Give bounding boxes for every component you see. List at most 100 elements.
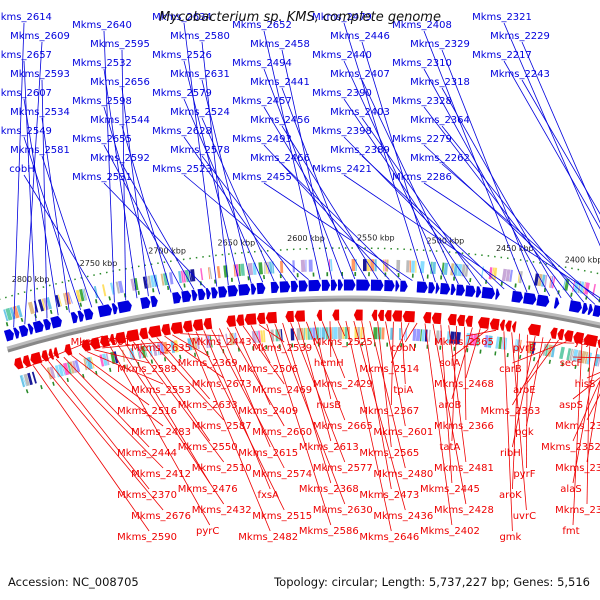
reverse-leader-line: [512, 333, 520, 490]
forward-leader-line: [263, 106, 367, 280]
forward-cog-bar: [564, 278, 570, 291]
reverse-gene-label: tatA: [439, 442, 460, 453]
forward-leader-line: [183, 174, 309, 281]
reverse-leader-line: [55, 358, 164, 469]
reverse-leader-line: [250, 325, 271, 364]
forward-gene-arrow: [450, 283, 456, 295]
forward-gene-arrow: [330, 279, 338, 291]
forward-gene-arrow: [440, 282, 451, 295]
reverse-gene-label: yajC: [574, 337, 596, 348]
reverse-gene-arrow: [557, 328, 565, 341]
forward-gene-label: Mkms_2421: [312, 164, 372, 175]
reverse-leader-line: [465, 328, 481, 379]
forward-gene-label: Mkms_2217: [472, 50, 532, 61]
forward-cog-bar: [109, 282, 115, 295]
forward-gene-arrow: [428, 282, 436, 294]
forward-gene-arrow: [384, 280, 395, 292]
reverse-leader-line: [148, 338, 224, 421]
forward-cog-bar: [55, 294, 61, 308]
reverse-cog-bar: [58, 364, 64, 377]
forward-gene-label: Mkms_2456: [250, 115, 310, 126]
reverse-leader-line: [242, 325, 285, 385]
forward-leader-line: [361, 117, 482, 287]
forward-gene-label: Mkms_2580: [170, 31, 230, 42]
reverse-leader-line: [345, 320, 392, 532]
reverse-gene-arrow: [511, 321, 517, 333]
forward-gene-arrow: [97, 304, 112, 318]
reverse-gene-arrow: [244, 313, 257, 326]
reverse-cog-bar: [547, 344, 553, 357]
reverse-gene-label: Mkms_2615: [238, 448, 298, 459]
reverse-gene-label: Mkms_2444: [117, 448, 177, 459]
kbp-label: 2500 kbp: [427, 237, 465, 246]
forward-gene-arrow: [150, 295, 158, 308]
forward-gene-arrow: [181, 290, 192, 303]
forward-gene-label: Mkms_2607: [0, 88, 52, 99]
forward-gene-label: Mkms_2310: [392, 58, 452, 69]
forward-gene-arrow: [370, 279, 384, 291]
forward-leader-line: [423, 182, 600, 299]
forward-gene-label: Mkms_2457: [232, 96, 292, 107]
forward-cog-bar: [573, 280, 580, 293]
reverse-gene-label: Mkms_2646: [359, 532, 419, 543]
reverse-leader-line: [71, 354, 164, 427]
label-leader-lines: [13, 22, 600, 532]
forward-cog-bar: [9, 307, 16, 320]
reverse-leader-line: [503, 331, 513, 532]
forward-gene-label: Mkms_2389: [330, 145, 390, 156]
forward-leader-line: [41, 155, 93, 308]
reverse-gene-label: Mkms_2483: [131, 427, 191, 438]
reverse-gene-label: Mkms_2473: [359, 490, 419, 501]
forward-leader-line: [423, 106, 573, 301]
forward-leader-line: [441, 87, 562, 299]
reverse-gene-arrow: [170, 321, 183, 335]
forward-cog-bar: [75, 289, 82, 303]
reverse-cog-bar: [23, 373, 30, 387]
forward-gene-label: Mkms_2640: [72, 20, 132, 31]
forward-gene-label: Mkms_2526: [152, 50, 212, 61]
forward-tick-mark: [20, 317, 24, 323]
forward-leader-line: [24, 41, 43, 325]
forward-leader-line: [13, 22, 25, 328]
reverse-gene-label: Mkms_2402: [420, 526, 480, 537]
reverse-gene-label: nusB: [316, 400, 341, 411]
reverse-leader-line: [572, 344, 583, 526]
reverse-gene-label: Mkms_2366: [434, 421, 494, 432]
forward-cog-bar: [64, 292, 71, 305]
forward-gene-label: Mkms_2628: [152, 126, 212, 137]
forward-gene-label: Mkms_2329: [410, 39, 470, 50]
forward-gene-arrow: [481, 286, 496, 300]
forward-leader-line: [281, 125, 379, 280]
ruler-dotted-track: [0, 247, 600, 301]
reverse-gene-label: solA: [439, 358, 460, 369]
reverse-leader-line: [440, 324, 453, 484]
reverse-leader-line: [48, 361, 150, 490]
reverse-gene-label: Mkms_2516: [117, 406, 177, 417]
forward-leader-line: [263, 182, 413, 281]
reverse-leader-line: [572, 379, 600, 442]
forward-gene-arrow: [523, 292, 537, 305]
forward-gene-label: cobH: [9, 164, 34, 175]
forward-gene-label: Mkms_2634: [152, 12, 212, 23]
forward-gene-arrow: [250, 283, 257, 295]
forward-leader-line: [521, 79, 600, 215]
forward-gene-arrow: [553, 297, 560, 309]
forward-gene-label: Mkms_2534: [10, 107, 70, 118]
forward-cog-bar: [79, 289, 85, 302]
forward-leader-line: [441, 125, 585, 303]
reverse-gene-label: cobN: [391, 343, 416, 354]
reverse-leader-line: [526, 339, 559, 385]
reverse-leader-line: [180, 333, 224, 337]
forward-leader-line: [521, 41, 600, 224]
gene-labels: Mkms_2614Mkms_2609Mkms_2657Mkms_2593Mkms…: [0, 12, 600, 543]
forward-gene-arrow: [13, 327, 20, 339]
forward-gene-label: Mkms_2440: [312, 50, 372, 61]
reverse-leader-line: [172, 334, 210, 358]
reverse-cog-bar: [566, 348, 572, 361]
reverse-leader-line: [369, 321, 406, 469]
forward-gene-label: Mkms_2390: [312, 88, 372, 99]
reverse-gene-arrow: [371, 309, 378, 321]
reverse-leader-line: [511, 332, 527, 511]
reverse-gene-arrow: [126, 329, 140, 342]
